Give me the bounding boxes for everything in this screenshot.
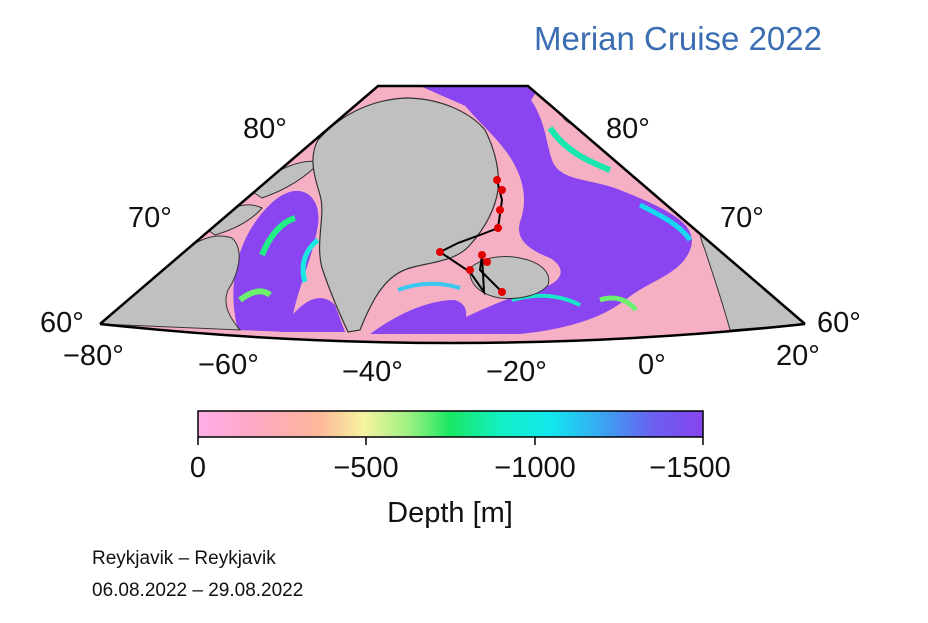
- lat-label-right-60: 60°: [817, 307, 861, 339]
- slope-band: [259, 215, 297, 257]
- slope-band: [547, 126, 612, 173]
- station-marker: [496, 206, 504, 214]
- greenland-sea-basin: [430, 88, 692, 334]
- station-marker: [466, 266, 474, 274]
- cruise-dates: 06.08.2022 – 29.08.2022: [92, 580, 304, 601]
- station-marker: [483, 258, 491, 266]
- irminger-basin: [370, 300, 467, 334]
- colorbar-tick-1500: −1500: [649, 452, 730, 484]
- lat-label-left-70: 70°: [128, 202, 172, 234]
- map-title: Merian Cruise 2022: [534, 20, 822, 57]
- colorbar-tick-0: 0: [190, 452, 206, 484]
- colorbar: [197, 410, 704, 438]
- lon-label-neg80: −80°: [63, 340, 124, 372]
- slope-band: [599, 295, 638, 312]
- slope-band: [238, 288, 272, 303]
- slope-band: [397, 281, 461, 292]
- lat-label-right-80: 80°: [606, 113, 650, 145]
- station-marker: [493, 176, 501, 184]
- station-marker: [478, 251, 486, 259]
- map-frame-content: [100, 86, 805, 343]
- station-marker: [498, 186, 506, 194]
- colorbar-tick-500: −500: [333, 452, 398, 484]
- station-markers: [436, 176, 506, 296]
- map-frame-border: [99, 84, 806, 325]
- baffin-island-land: [100, 235, 242, 331]
- lon-label-0: 0°: [638, 349, 666, 381]
- iceland-land: [469, 255, 550, 299]
- slope-band: [638, 202, 693, 242]
- baffin-bay-basin: [233, 190, 319, 332]
- map-frame-bottom: [99, 322, 806, 345]
- lon-label-20: 20°: [776, 340, 820, 372]
- station-marker: [494, 224, 502, 232]
- lon-label-neg60: −60°: [198, 349, 259, 381]
- arctic-basin: [420, 86, 540, 110]
- station-marker: [436, 248, 444, 256]
- cruise-route: Reykjavik – Reykjavik: [92, 548, 276, 569]
- lon-label-neg20: −20°: [486, 356, 547, 388]
- lon-label-neg40: −40°: [342, 356, 403, 388]
- colorbar-label: Depth [m]: [387, 497, 513, 529]
- slope-band: [300, 238, 320, 283]
- greenland-land: [312, 97, 500, 333]
- colorbar-tick-1000: −1000: [494, 452, 575, 484]
- lat-label-left-60: 60°: [40, 307, 84, 339]
- lat-label-left-80: 80°: [243, 113, 287, 145]
- labrador-sea-basin: [280, 298, 345, 332]
- lat-label-right-70: 70°: [720, 202, 764, 234]
- station-marker: [498, 288, 506, 296]
